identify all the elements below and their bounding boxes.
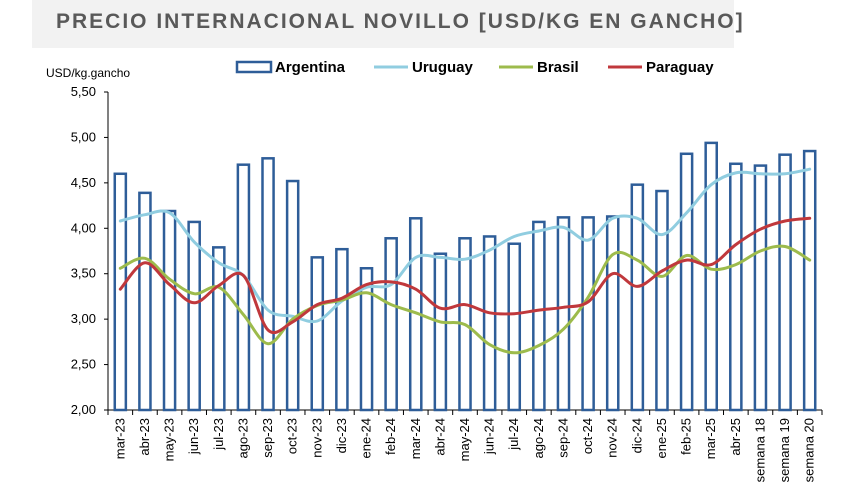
- y-tick-label: 3,00: [71, 311, 96, 326]
- bar-argentina: [605, 215, 620, 412]
- bar-argentina: [310, 256, 325, 412]
- x-tick-label: feb-24: [383, 418, 398, 455]
- chart-title: PRECIO INTERNACIONAL NOVILLO [USD/KG EN …: [56, 10, 745, 33]
- x-tick-label: feb-25: [679, 418, 694, 455]
- line-paraguay: [118, 216, 812, 335]
- legend-label-brasil: Brasil: [537, 59, 579, 76]
- x-tick-label: jun-23: [186, 418, 201, 455]
- legend-swatch-argentina: [235, 60, 273, 74]
- x-tick-label: ago-23: [235, 418, 250, 458]
- bar-argentina: [704, 141, 718, 412]
- x-tick-label: ene-25: [654, 418, 669, 458]
- y-axis-label: USD/kg.gancho: [46, 66, 130, 80]
- x-tick-label: semana 20: [802, 418, 817, 482]
- bar-argentina: [778, 153, 792, 412]
- plot-area: USD/kg.gancho 2,00 2,50 3,00 3,50 4,00 4,50 5,0…: [46, 59, 823, 482]
- x-tick-label: abr-25: [728, 418, 743, 456]
- bar-argentina: [556, 216, 571, 412]
- bar-argentina: [655, 189, 669, 412]
- x-tick-label: nov-24: [605, 418, 620, 458]
- x-tick-label: dic-24: [629, 418, 644, 453]
- bar-argentina: [433, 252, 448, 412]
- title-band: PRECIO INTERNACIONAL NOVILLO [USD/KG EN …: [32, 0, 743, 48]
- x-tick-label: ago-24: [531, 418, 546, 458]
- y-tick-label: 3,50: [71, 266, 96, 281]
- x-tick-label: sep-23: [260, 418, 275, 458]
- y-tick-label: 5,50: [71, 84, 96, 99]
- x-tick-label: may-23: [162, 418, 177, 461]
- x-tick-label: oct-23: [285, 418, 300, 454]
- legend-label-paraguay: Paraguay: [646, 59, 714, 76]
- bar-argentina: [581, 216, 595, 412]
- y-tick-label: 4,50: [71, 175, 96, 190]
- bar-argentina: [507, 242, 522, 412]
- x-tick-label: sep-24: [555, 418, 570, 458]
- bar-argentina: [113, 172, 128, 412]
- bar-argentina: [679, 152, 694, 412]
- legend-label-uruguay: Uruguay: [412, 59, 474, 76]
- bar-argentina: [482, 235, 497, 412]
- x-tick-label: jul-23: [211, 418, 226, 451]
- x-tick-label: semana 19: [777, 418, 792, 482]
- bar-argentina: [187, 220, 201, 412]
- x-tick-label: may-24: [457, 418, 472, 461]
- bar-argentina: [384, 237, 398, 412]
- y-tick-label: 4,00: [71, 220, 96, 235]
- x-tick-label: mar-23: [112, 418, 127, 459]
- bar-argentina: [729, 162, 743, 412]
- bar-argentina: [359, 267, 374, 412]
- x-tick-label: nov-23: [309, 418, 324, 458]
- bar-argentina: [261, 157, 275, 412]
- bar-argentina: [162, 209, 177, 412]
- x-tick-label: oct-24: [580, 418, 595, 454]
- bar-argentina: [753, 164, 768, 412]
- bar-argentina: [802, 149, 817, 412]
- x-tick-label: jul-24: [506, 418, 521, 451]
- x-tick-label: ene-24: [359, 418, 374, 458]
- x-tick-label: semana 18: [752, 418, 767, 482]
- y-tick-label: 5,00: [71, 129, 96, 144]
- line-uruguay: [118, 167, 812, 324]
- x-tick-label: abr-23: [137, 418, 152, 456]
- bar-argentina: [236, 163, 251, 412]
- x-tick-label: mar-25: [703, 418, 718, 459]
- bar-argentina: [532, 220, 546, 412]
- legend-label-argentina: Argentina: [275, 59, 346, 76]
- bar-argentina: [335, 247, 349, 412]
- x-tick-label: dic-23: [334, 418, 349, 453]
- bar-argentina: [212, 246, 226, 412]
- line-brasil: [118, 244, 812, 355]
- y-tick-label: 2,00: [71, 402, 96, 417]
- bar-argentina: [285, 179, 300, 412]
- x-tick-label: mar-24: [408, 418, 423, 459]
- bar-argentina: [630, 183, 645, 412]
- x-tick-label: jun-24: [482, 418, 497, 455]
- x-tick-label: abr-24: [432, 418, 447, 456]
- bar-argentina: [138, 191, 152, 412]
- y-tick-label: 2,50: [71, 357, 96, 372]
